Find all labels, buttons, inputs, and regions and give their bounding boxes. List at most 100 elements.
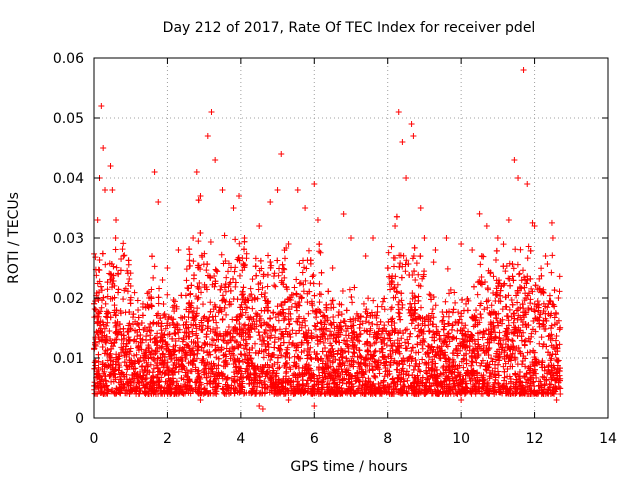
data-point [117, 267, 124, 274]
data-point [212, 347, 219, 354]
data-point [348, 293, 355, 300]
data-point [102, 300, 109, 307]
data-point [532, 308, 539, 315]
data-point [484, 285, 491, 292]
data-point [402, 345, 409, 352]
data-point [121, 287, 128, 294]
data-point [198, 289, 205, 296]
data-point [217, 347, 224, 354]
data-point [207, 299, 214, 306]
data-point [538, 265, 545, 272]
data-point [505, 217, 512, 223]
data-point [516, 270, 523, 277]
data-point [278, 301, 285, 308]
data-point [296, 280, 303, 287]
data-point [197, 229, 204, 236]
data-point [138, 346, 145, 353]
data-point [194, 305, 201, 312]
data-point [264, 271, 271, 278]
data-point [349, 299, 356, 306]
data-point [296, 260, 303, 267]
data-point [381, 373, 388, 380]
data-point [325, 288, 332, 295]
data-point [274, 303, 281, 310]
data-point [209, 313, 216, 320]
data-point [252, 310, 259, 317]
data-point [490, 273, 497, 280]
data-point [256, 403, 263, 409]
data-point [155, 199, 162, 205]
data-point [111, 302, 118, 309]
data-point [271, 339, 278, 346]
data-point [102, 261, 109, 268]
data-point [108, 340, 115, 347]
data-point [94, 217, 101, 223]
data-point [343, 307, 350, 314]
data-point [271, 270, 278, 277]
data-point [164, 265, 171, 271]
data-point [190, 351, 197, 358]
data-point [307, 257, 314, 264]
data-point [402, 268, 409, 275]
data-point [204, 261, 211, 268]
data-point [335, 309, 342, 316]
data-point [511, 157, 518, 163]
data-point [258, 291, 265, 298]
data-point [525, 243, 532, 250]
data-point [419, 356, 426, 363]
data-point [249, 276, 256, 283]
data-point [403, 175, 410, 181]
data-point [231, 390, 238, 397]
data-point [302, 277, 309, 284]
data-point [379, 298, 386, 305]
data-point [478, 273, 485, 280]
data-point [149, 253, 156, 260]
data-point [161, 310, 168, 317]
data-point [212, 157, 219, 163]
data-point [91, 305, 98, 312]
data-point [476, 210, 483, 217]
data-point [191, 351, 198, 358]
data-point [288, 291, 295, 298]
data-point [247, 285, 254, 292]
data-point [264, 283, 271, 290]
data-point [309, 273, 316, 280]
data-point [256, 223, 263, 229]
data-point [317, 249, 324, 256]
data-point [505, 275, 512, 282]
data-point [103, 322, 110, 329]
data-point [464, 307, 471, 314]
data-point [193, 169, 200, 175]
data-point [527, 296, 534, 303]
data-point [452, 299, 459, 306]
data-point [548, 322, 555, 329]
data-point [442, 358, 449, 365]
data-point [384, 265, 391, 272]
data-point [191, 272, 198, 279]
data-point [357, 330, 364, 337]
data-point [294, 187, 301, 193]
data-point [372, 347, 379, 354]
data-point [443, 235, 450, 241]
data-point [556, 273, 563, 280]
data-point [151, 169, 158, 175]
data-point [335, 312, 342, 319]
data-point [98, 304, 105, 311]
data-point [95, 351, 102, 358]
data-point [440, 313, 447, 320]
data-point [346, 286, 353, 293]
data-point [410, 366, 417, 373]
data-point [396, 263, 403, 270]
data-point [183, 277, 190, 284]
data-point [400, 252, 407, 259]
data-point [219, 187, 226, 193]
data-point [330, 304, 337, 311]
data-point [507, 282, 514, 289]
y-axis-label: ROTI / TECUs [6, 192, 22, 284]
data-point [113, 264, 120, 271]
data-point [213, 354, 220, 361]
data-point [340, 211, 347, 217]
data-point [270, 309, 277, 316]
data-point [469, 359, 476, 366]
